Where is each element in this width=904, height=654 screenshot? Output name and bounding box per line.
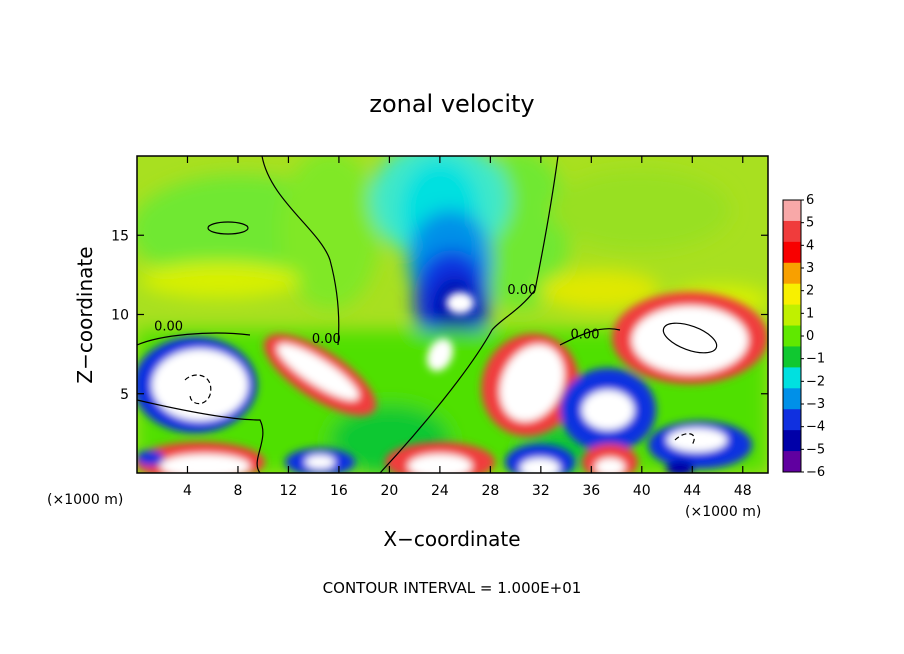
colorbar-label: 5 bbox=[806, 216, 814, 231]
x-tick-label: 36 bbox=[582, 483, 600, 499]
colorbar-swatch bbox=[783, 304, 801, 327]
colorbar-label: −1 bbox=[806, 352, 825, 367]
colorbar-label: 3 bbox=[806, 261, 814, 276]
colorbar-label: 0 bbox=[806, 329, 814, 344]
x-axis-label: X−coordinate bbox=[383, 527, 520, 551]
zero-contour-left bbox=[137, 332, 251, 346]
x-unit-label-left: (×1000 m) bbox=[47, 492, 123, 508]
field-sharp-layer bbox=[137, 292, 768, 473]
colorbar-swatch bbox=[783, 283, 801, 306]
contour-label: 0.00 bbox=[571, 327, 600, 342]
contour-loop-right bbox=[662, 322, 718, 354]
colorbar-label: −3 bbox=[806, 397, 825, 412]
colorbar-swatch bbox=[783, 388, 801, 410]
zero-contour-right bbox=[559, 328, 621, 346]
y-axis-label: Z−coordinate bbox=[73, 246, 97, 383]
x-tick-label: 16 bbox=[330, 483, 348, 499]
colorbar-swatch bbox=[783, 451, 801, 473]
colorbar-swatch bbox=[783, 367, 801, 389]
colorbar-label: 4 bbox=[806, 238, 814, 253]
x-tick-label: 48 bbox=[734, 483, 752, 499]
colorbar-swatch bbox=[783, 220, 801, 243]
contour-label: 0.00 bbox=[154, 319, 183, 334]
colorbar-swatch bbox=[783, 409, 801, 431]
colorbar-label: −5 bbox=[806, 442, 825, 457]
colorbar-label: −4 bbox=[806, 420, 825, 435]
dashed-contour-right bbox=[674, 433, 695, 446]
colorbar-swatch bbox=[783, 325, 801, 347]
colorbar-swatch bbox=[783, 262, 801, 285]
chart-title: zonal velocity bbox=[369, 90, 534, 118]
y-axis-ticks: 5 10 15 bbox=[111, 228, 768, 403]
x-tick-label: 44 bbox=[683, 483, 701, 499]
x-tick-label: 40 bbox=[633, 483, 651, 499]
x-tick-label: 28 bbox=[481, 483, 499, 499]
colorbar-label: −2 bbox=[806, 374, 825, 389]
dashed-contour-left bbox=[184, 374, 212, 405]
colorbar: 6 5 4 3 2 1 0 −1 −2 −3 −4 −5 −6 bbox=[782, 193, 825, 480]
colorbar-swatch bbox=[783, 241, 801, 264]
x-tick-label: 12 bbox=[280, 483, 298, 499]
y-tick-label: 5 bbox=[120, 387, 129, 403]
x-tick-label: 24 bbox=[431, 483, 449, 499]
x-tick-label: 32 bbox=[532, 483, 550, 499]
colorbar-swatch bbox=[783, 200, 801, 222]
x-tick-label: 8 bbox=[233, 483, 242, 499]
colorbar-swatch bbox=[783, 430, 801, 452]
zero-contour-small-loop bbox=[207, 221, 249, 235]
colorbar-label: 6 bbox=[806, 193, 814, 208]
colorbar-label: 1 bbox=[806, 306, 814, 321]
x-tick-label: 20 bbox=[380, 483, 398, 499]
x-axis-ticks: 4 8 12 16 20 24 28 32 36 40 44 48 bbox=[183, 156, 752, 499]
contour-lines bbox=[137, 156, 718, 473]
zero-contour-lower bbox=[137, 399, 264, 473]
colorbar-label: 2 bbox=[806, 284, 814, 299]
y-tick-label: 10 bbox=[111, 308, 129, 324]
heatmap-field: 0.00 0.00 0.00 0.00 bbox=[137, 156, 768, 473]
colorbar-label: −6 bbox=[806, 465, 825, 480]
x-unit-label-right: (×1000 m) bbox=[685, 504, 761, 520]
contour-labels: 0.00 0.00 0.00 0.00 bbox=[154, 283, 599, 347]
zero-contour-upper-left bbox=[261, 156, 340, 346]
contour-label: 0.00 bbox=[312, 332, 341, 347]
colorbar-swatch bbox=[783, 346, 801, 368]
contour-label: 0.00 bbox=[507, 283, 536, 298]
x-tick-label: 4 bbox=[183, 483, 192, 499]
contour-interval-footer: CONTOUR INTERVAL = 1.000E+01 bbox=[323, 579, 582, 597]
y-tick-label: 15 bbox=[111, 228, 129, 244]
zero-contour-center bbox=[379, 156, 559, 473]
